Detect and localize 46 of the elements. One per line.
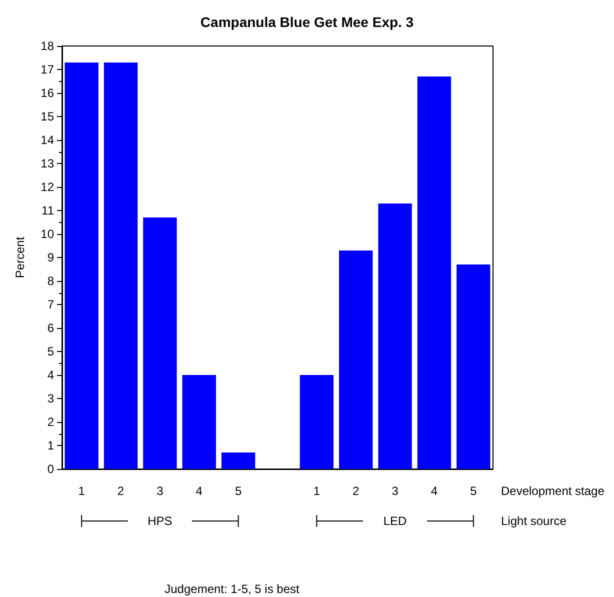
bar [104,62,138,469]
x-tick-label: 5 [470,484,478,498]
y-tick-label: 11 [42,204,54,218]
bar [417,76,452,469]
x-axis-title: Development stage [501,484,605,498]
y-tick-label: 13 [40,156,54,170]
x-tick-label: 1 [78,484,86,498]
x-tick-label: 4 [196,484,203,498]
x-tick-label: 2 [117,484,124,498]
bar [339,250,373,469]
y-tick-label: 0 [47,462,54,476]
x-tick-label: 4 [430,484,438,498]
y-tick-label: 12 [40,180,54,194]
y-tick-label: 3 [47,392,54,406]
x-tick-label: 3 [392,484,399,498]
x-tick-label: 2 [352,484,360,498]
y-tick-label: 6 [47,321,54,335]
bar [456,264,490,469]
y-tick-label: 1 [47,438,54,452]
y-tick-label: 7 [47,298,54,312]
x-tick-label: 3 [156,484,164,498]
x-tick-label: 5 [234,484,242,498]
y-tick-label: 9 [47,250,54,264]
y-tick-label: 17 [40,62,54,76]
y-axis-title: Percent [13,236,27,278]
bar [182,375,216,469]
bar [300,375,334,469]
text: Judgement: 1-5, 5 is best [164,582,300,596]
text: LED [383,514,408,528]
bar [64,62,98,469]
text: HPS [148,514,172,528]
text: Light source [501,514,567,528]
y-tick-label: 15 [40,110,54,124]
y-tick-label: 8 [47,274,54,288]
y-tick-label: 2 [47,415,54,429]
bar [143,218,177,469]
y-tick-label: 18 [40,39,54,53]
y-tick-label: 10 [40,227,54,241]
bar [378,203,412,469]
y-tick-label: 14 [40,133,54,147]
y-tick-label: 16 [40,86,54,100]
x-tick-label: 1 [313,484,320,498]
chart-title: Campanula Blue Get Mee Exp. 3 [200,14,414,30]
y-tick-label: 5 [47,344,54,358]
y-tick-label: 4 [47,368,54,382]
bar [221,452,256,469]
